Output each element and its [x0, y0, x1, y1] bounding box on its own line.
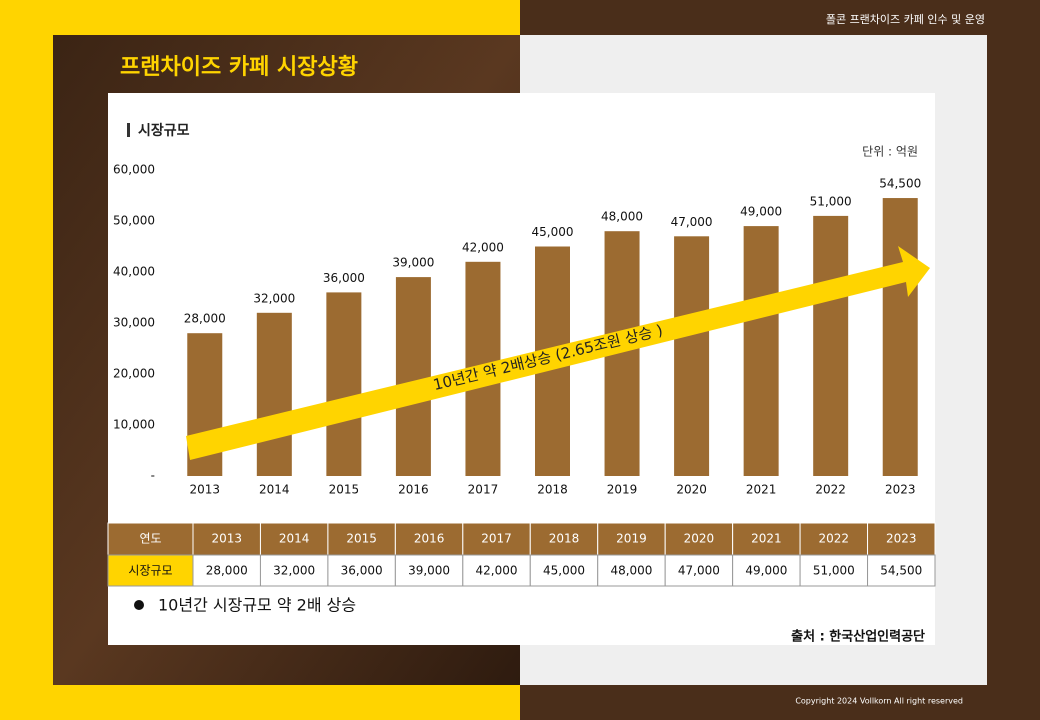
header-text: 2018	[549, 532, 580, 546]
cell-text: 42,000	[476, 564, 518, 578]
header-text: 2013	[211, 532, 242, 546]
bar	[395, 277, 431, 476]
header-text: 2017	[481, 532, 512, 546]
slide-title: 프랜차이즈 카페 시장상황	[120, 55, 358, 80]
value-label: 32,000	[253, 291, 295, 305]
x-tick-label: 2017	[468, 483, 499, 497]
cell-text: 48,000	[610, 564, 652, 578]
x-tick-label: 2013	[189, 483, 220, 497]
header-cell	[597, 522, 666, 556]
header-text: 2015	[346, 532, 377, 546]
bar	[813, 215, 849, 476]
footer: Copyright 2024 Vollkorn All right reserv…	[795, 697, 963, 706]
header-cell	[799, 522, 869, 556]
unit-label: 단위 : 억원	[862, 145, 918, 159]
x-tick-label: 2022	[815, 483, 846, 497]
header-cell	[867, 522, 936, 556]
value-label: 39,000	[392, 256, 434, 270]
y-tick-label: 30,000	[113, 316, 155, 330]
cell-text: 51,000	[813, 564, 855, 578]
bar	[882, 198, 918, 477]
cell-text: 49,000	[745, 564, 787, 578]
y-tick-label: 60,000	[113, 163, 155, 177]
x-tick-label: 2016	[398, 483, 429, 497]
cell-text: 36,000	[341, 564, 383, 578]
source: 출처 : 한국산업인력공단	[791, 629, 925, 645]
bar	[674, 236, 710, 476]
cell	[664, 554, 734, 587]
value-label: 28,000	[184, 312, 226, 326]
value-label: 47,000	[671, 215, 713, 229]
cell-text: 39,000	[408, 564, 450, 578]
bar	[256, 312, 292, 476]
x-tick-label: 2018	[537, 483, 568, 497]
bullet-dot	[134, 600, 144, 610]
header-text: 연도	[139, 532, 161, 546]
cell-text: 54,500	[880, 564, 922, 578]
trend-arrow	[186, 246, 930, 460]
cell-text: 28,000	[206, 564, 248, 578]
value-label: 36,000	[323, 271, 365, 285]
x-tick-label: 2020	[676, 483, 707, 497]
header-cell	[259, 522, 329, 556]
value-label: 51,000	[810, 194, 852, 208]
header-text: 2014	[279, 532, 310, 546]
cell-text: 47,000	[678, 564, 720, 578]
cell-text: 45,000	[543, 564, 585, 578]
y-tick-label: 50,000	[113, 214, 155, 228]
value-label: 54,500	[879, 177, 921, 191]
bar	[743, 226, 779, 476]
header-cell	[664, 522, 734, 556]
title-marker	[127, 123, 130, 137]
x-tick-label: 2019	[607, 483, 638, 497]
top-right-title: 폴콘 프랜차이즈 카페 인수 및 운영	[826, 13, 985, 26]
cell	[192, 554, 261, 587]
value-label: 49,000	[740, 205, 782, 219]
y-tick-label: 40,000	[113, 265, 155, 279]
y-tick-label: 20,000	[113, 367, 155, 381]
data-table: 연도 2013 2014 2015 2016 2017 2018 2019 2020 2021 20…	[107, 522, 936, 587]
chart-title: 시장규모	[138, 122, 190, 139]
cell	[597, 554, 666, 587]
y-tick-label: 10,000	[113, 418, 155, 432]
header-text: 2019	[616, 532, 647, 546]
header-text: 2020	[684, 532, 715, 546]
bar	[326, 292, 362, 476]
header-text: 2023	[886, 532, 917, 546]
cell	[462, 554, 531, 587]
y-tick-label: -	[151, 469, 155, 483]
value-label: 45,000	[532, 225, 574, 239]
header-text: 2016	[414, 532, 445, 546]
x-tick-label: 2014	[259, 483, 290, 497]
cell	[394, 554, 464, 587]
cell	[529, 554, 599, 587]
cell	[107, 554, 194, 587]
cell	[799, 554, 869, 587]
cell-text: 시장규모	[128, 564, 172, 578]
cell	[867, 554, 936, 587]
value-label: 48,000	[601, 210, 643, 224]
header-text: 2021	[751, 532, 782, 546]
header-text: 2022	[819, 532, 850, 546]
x-tick-label: 2015	[329, 483, 360, 497]
cell-text: 32,000	[273, 564, 315, 578]
x-tick-label: 2023	[885, 483, 916, 497]
value-label: 42,000	[462, 240, 504, 254]
bullet-text: 10년간 시장규모 약 2배 상승	[158, 596, 356, 615]
x-tick-label: 2021	[746, 483, 777, 497]
header-cell	[107, 522, 194, 556]
header-cell	[327, 522, 396, 556]
